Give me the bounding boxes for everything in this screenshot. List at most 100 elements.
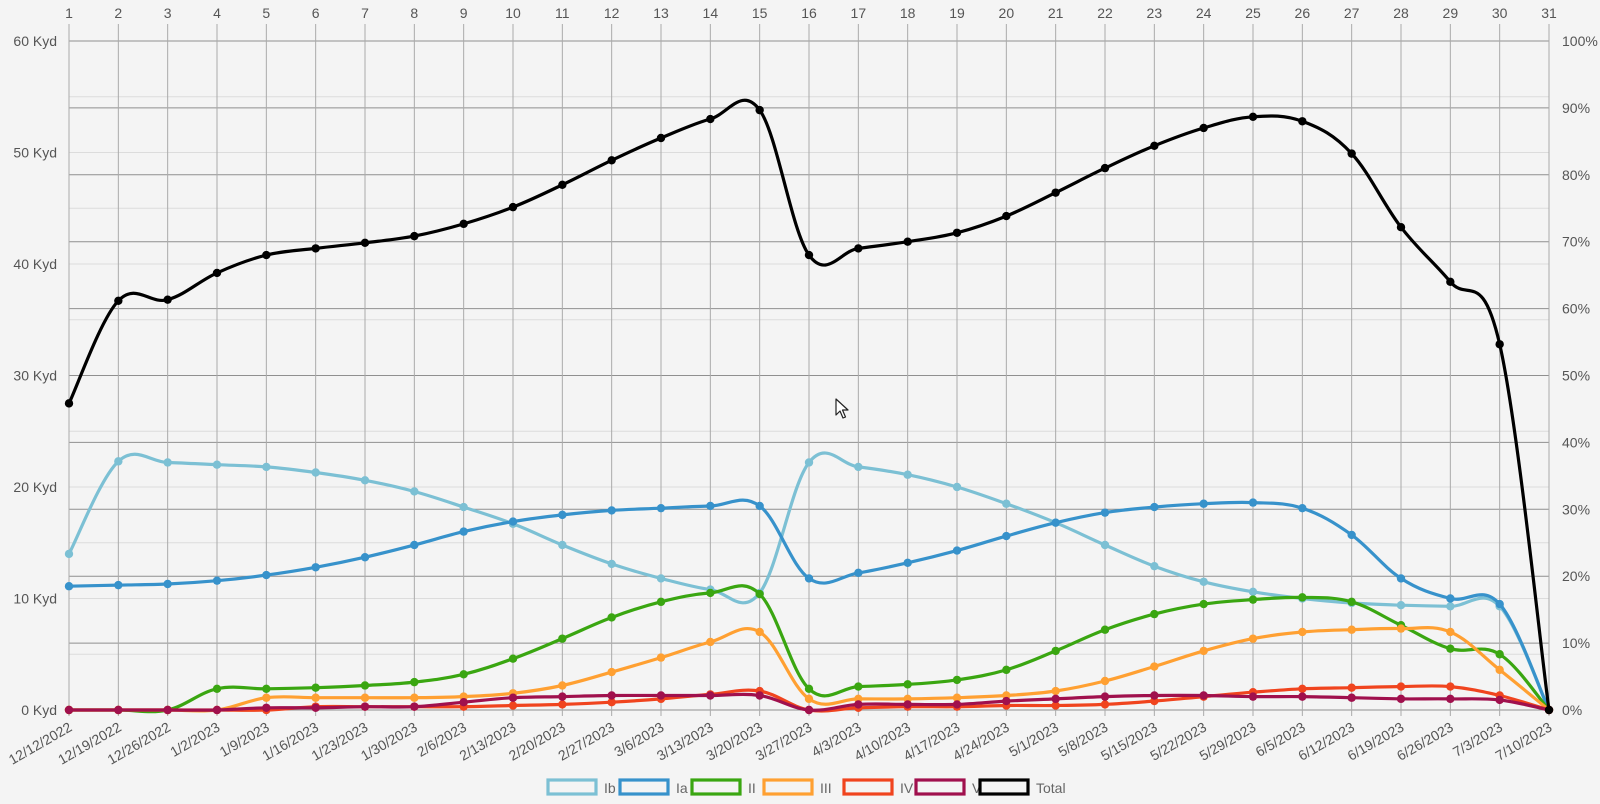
data-point-iii <box>1298 627 1307 637</box>
top-tick-label: 30 <box>1492 5 1508 21</box>
y-right-tick-label: 80% <box>1562 167 1590 183</box>
data-point-ib <box>903 470 912 479</box>
data-point-ib <box>212 460 222 469</box>
legend-item-ib[interactable]: Ib <box>546 778 616 796</box>
data-point-ia <box>607 506 616 515</box>
data-point-ia <box>952 546 962 555</box>
top-tick-label: 24 <box>1196 5 1212 21</box>
data-point-ii <box>262 684 271 694</box>
mouse-cursor-icon <box>835 398 849 419</box>
data-point-total <box>114 296 123 305</box>
data-point-iv <box>1396 682 1406 691</box>
legend-item-v[interactable]: V <box>914 778 982 796</box>
data-point-total <box>607 156 616 165</box>
legend[interactable]: Ib Ia II III IV V Total <box>546 778 1066 796</box>
data-point-total <box>1051 188 1060 197</box>
legend-label-ia: Ia <box>676 780 688 796</box>
data-point-iv <box>1446 682 1455 691</box>
data-point-total <box>163 295 172 304</box>
data-point-ia <box>1199 499 1208 508</box>
legend-item-ia[interactable]: Ia <box>618 778 688 796</box>
top-tick-label: 18 <box>900 5 916 21</box>
y-right-tick-label: 60% <box>1562 301 1590 317</box>
data-point-total <box>64 399 74 408</box>
data-point-v <box>656 691 666 700</box>
data-point-total <box>1150 141 1159 151</box>
data-point-v <box>1298 692 1307 701</box>
data-point-total <box>459 219 468 229</box>
data-point-v <box>1495 695 1504 705</box>
data-point-ii <box>508 654 518 663</box>
legend-label-iv: IV <box>900 780 914 796</box>
data-point-ib <box>1100 540 1110 550</box>
data-point-ii <box>1199 599 1208 609</box>
data-point-v <box>508 693 518 702</box>
data-point-v <box>311 703 320 712</box>
data-point-ia <box>212 576 222 585</box>
data-point-ia <box>755 501 764 511</box>
data-point-iii <box>755 627 764 637</box>
top-tick-label: 4 <box>213 5 221 21</box>
data-point-iii <box>1495 665 1504 675</box>
top-tick-label: 1 <box>65 5 73 21</box>
data-point-ia <box>64 582 74 591</box>
data-point-v <box>410 702 419 711</box>
y-left-tick-label: 30 Kyd <box>13 368 57 384</box>
data-point-ia <box>1248 498 1258 507</box>
data-point-iii <box>311 693 320 702</box>
data-point-iii <box>1150 662 1159 671</box>
legend-swatch-ii <box>690 778 742 796</box>
legend-swatch-ib <box>546 778 598 796</box>
data-point-ia <box>311 563 320 572</box>
data-point-iii <box>656 653 666 662</box>
data-point-ii <box>1100 625 1110 634</box>
data-point-ia <box>656 503 666 513</box>
data-point-total <box>262 250 271 260</box>
data-point-v <box>212 705 222 715</box>
data-point-total <box>755 105 764 115</box>
data-point-iii <box>804 694 814 704</box>
data-point-ib <box>360 476 370 485</box>
data-point-total <box>1248 112 1258 122</box>
data-point-v <box>1396 694 1406 704</box>
series-group <box>64 98 1554 715</box>
data-point-ib <box>1150 561 1159 571</box>
data-point-iv <box>1100 700 1110 709</box>
data-point-ii <box>656 597 666 607</box>
data-point-ib <box>1002 499 1011 508</box>
top-tick-label: 2 <box>114 5 122 21</box>
legend-item-iv[interactable]: IV <box>842 778 914 796</box>
data-point-ii <box>1248 595 1258 604</box>
data-point-ia <box>360 553 370 562</box>
y-left-tick-label: 0 Kyd <box>21 702 57 718</box>
data-point-ib <box>410 487 419 496</box>
legend-item-ii[interactable]: II <box>690 778 756 796</box>
top-tick-label: 9 <box>460 5 468 21</box>
data-point-total <box>1298 117 1307 126</box>
data-point-total <box>1446 277 1455 287</box>
data-point-ia <box>1396 574 1406 583</box>
data-point-ib <box>656 574 666 583</box>
data-point-total <box>706 114 715 124</box>
data-point-v <box>1347 693 1356 702</box>
legend-item-total[interactable]: Total <box>978 778 1066 796</box>
data-point-v <box>1199 691 1208 700</box>
data-point-iii <box>1347 625 1356 634</box>
legend-label-ib: Ib <box>604 780 616 796</box>
top-tick-label: 28 <box>1393 5 1409 21</box>
data-point-ii <box>1051 646 1060 656</box>
data-point-ib <box>952 482 962 492</box>
data-point-total <box>854 244 863 253</box>
legend-item-iii[interactable]: III <box>762 778 832 796</box>
data-point-ib <box>854 462 863 472</box>
data-point-ib <box>64 549 74 559</box>
legend-swatch-ia <box>618 778 670 796</box>
data-point-total <box>1347 149 1356 158</box>
data-point-ii <box>360 681 370 690</box>
data-point-total <box>952 228 962 237</box>
data-point-iv <box>558 700 567 709</box>
data-point-iii <box>558 681 567 690</box>
data-point-ib <box>1248 587 1258 597</box>
data-point-ia <box>804 574 814 583</box>
top-tick-label: 15 <box>752 5 768 21</box>
